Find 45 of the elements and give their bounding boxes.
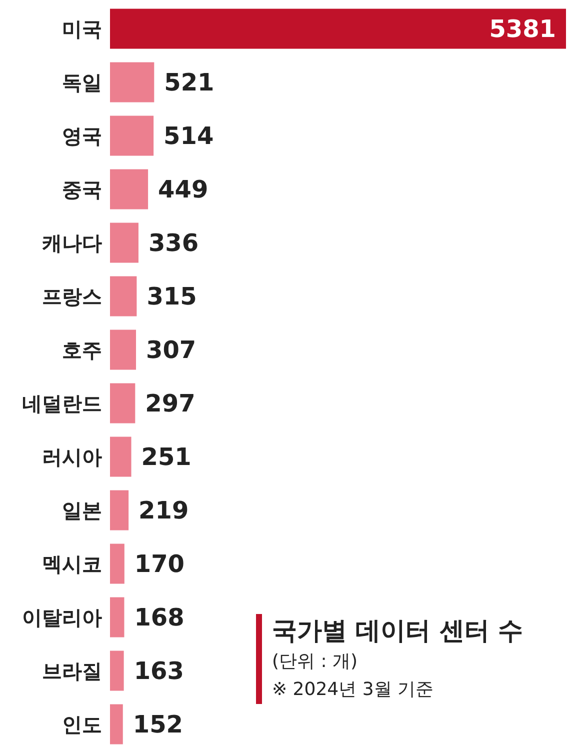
bar xyxy=(110,597,124,638)
y-tick-label: 네덜란드 xyxy=(22,391,102,416)
bar xyxy=(110,330,136,370)
data-label: 514 xyxy=(164,122,214,150)
annotation: ※ 2024년 3월 기준 xyxy=(272,678,435,702)
bar xyxy=(110,490,129,530)
y-tick-label: 일본 xyxy=(62,498,102,522)
data-label: 297 xyxy=(145,389,196,418)
data-label: 251 xyxy=(141,442,192,471)
bar xyxy=(110,436,132,477)
bar xyxy=(110,222,138,263)
data-label: 163 xyxy=(134,656,184,685)
data-label: 170 xyxy=(134,550,185,578)
bar xyxy=(110,704,123,744)
data-label: 219 xyxy=(138,496,189,524)
bar xyxy=(110,62,154,102)
y-tick-label: 이탈리아 xyxy=(22,605,102,630)
y-tick-label: 인도 xyxy=(62,712,102,736)
data-label: 168 xyxy=(134,603,184,632)
y-tick-label: 캐나다 xyxy=(42,230,102,255)
annotation: (단위 : 개) xyxy=(272,650,359,674)
text: 국가별 데이터 센터 수 xyxy=(272,615,524,647)
y-tick-label: 브라질 xyxy=(42,658,102,683)
data-label: 336 xyxy=(148,228,199,257)
y-tick-label: 영국 xyxy=(62,124,102,148)
bar xyxy=(110,8,566,49)
bar xyxy=(110,116,154,156)
y-tick-label: 호주 xyxy=(62,338,102,362)
bar xyxy=(110,169,148,210)
data-label: 152 xyxy=(132,710,183,738)
y-tick-label: 독일 xyxy=(62,70,102,94)
data-label: 449 xyxy=(158,175,208,204)
y-tick-label: 멕시코 xyxy=(42,552,102,576)
bar xyxy=(110,650,124,691)
y-tick-label: 미국 xyxy=(62,16,102,41)
bar xyxy=(110,276,137,316)
y-tick-label: 러시아 xyxy=(42,444,102,469)
bar xyxy=(110,544,124,584)
y-tick-label: 프랑스 xyxy=(42,284,102,308)
data-label: 307 xyxy=(146,336,196,364)
data-label: 315 xyxy=(146,282,197,310)
bar xyxy=(110,383,136,424)
data-label: 5381 xyxy=(489,14,556,43)
data-label: 521 xyxy=(164,68,214,96)
y-tick-label: 중국 xyxy=(62,177,102,202)
